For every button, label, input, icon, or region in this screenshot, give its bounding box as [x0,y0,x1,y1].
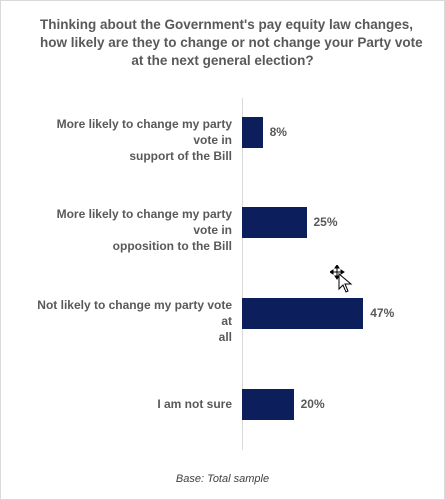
category-label-line: More likely to change my party vote in [56,207,232,237]
base-footnote: Base: Total sample [175,473,270,485]
value-label: 8% [269,125,287,139]
category-label: Not likely to change my party vote at all [32,297,232,345]
category-label-line: I am not sure [157,397,232,411]
chart-title-line-3: at the next general election? [131,53,314,68]
value-label: 20% [300,397,325,411]
bar [242,388,294,420]
chart-title-line-1: Thinking about the Government's pay equi… [40,17,414,32]
category-label-line: More likely to change my party vote in [56,117,232,147]
bar [242,297,364,329]
move-cursor-icon [330,265,353,293]
value-label: 25% [313,215,338,229]
bar [242,206,307,238]
category-label-line: all [218,330,232,344]
category-label-line: opposition to the Bill [112,239,232,253]
value-label: 47% [370,306,395,320]
category-label-line: Not likely to change my party vote at [37,298,232,328]
category-label: More likely to change my party vote in op… [32,206,232,254]
chart-title-line-2: how likely are they to change or not cha… [40,35,423,50]
category-label: More likely to change my party vote in su… [32,116,232,164]
category-axis-line [242,98,243,450]
chart-title: Thinking about the Government's pay equi… [40,16,423,70]
category-label: I am not sure [32,396,232,412]
category-label-line: support of the Bill [129,149,232,163]
bar [242,116,263,148]
